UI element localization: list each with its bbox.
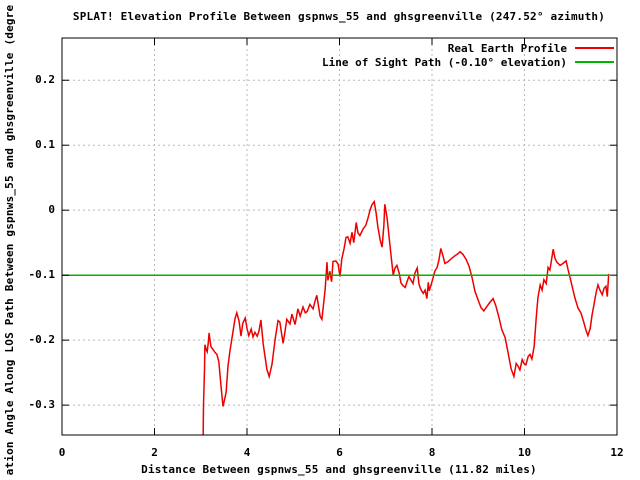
chart-title: SPLAT! Elevation Profile Between gspnws_… [72,10,606,23]
tick-label-x-8: 8 [428,446,436,459]
tick-label-y-0.2: 0.2 [35,73,55,87]
legend: Real Earth Profile Line of Sight Path (-… [322,41,614,69]
tick-label-x-6: 6 [336,446,343,459]
tick-label-x-10: 10 [517,446,532,459]
tick-label-y--0.2: -0.2 [28,333,56,347]
real-earth-profile-line [202,199,610,435]
tick-label-y--0.3: -0.3 [28,398,56,412]
legend-line-sample-red [575,47,614,49]
x-axis-label: Distance Between gspnws_55 and ghsgreenv… [141,463,537,476]
legend-label-real-earth-profile: Real Earth Profile [447,41,567,55]
tick-label-y--0.1: -0.1 [28,268,56,282]
legend-item-real-earth-profile: Real Earth Profile [322,41,614,55]
tick-label-y-0: 0 [48,203,55,217]
legend-item-line-of-sight: Line of Sight Path (-0.10° elevation) [322,55,614,69]
tick-label-x-0: 0 [58,446,66,459]
legend-label-line-of-sight: Line of Sight Path (-0.10° elevation) [321,55,567,69]
tick-label-x-4: 4 [243,446,251,459]
tick-label-x-12: 12 [610,446,624,459]
legend-line-sample-green [575,61,614,63]
tick-label-x-2: 2 [151,446,158,459]
tick-label-y-0.1: 0.1 [35,138,55,152]
